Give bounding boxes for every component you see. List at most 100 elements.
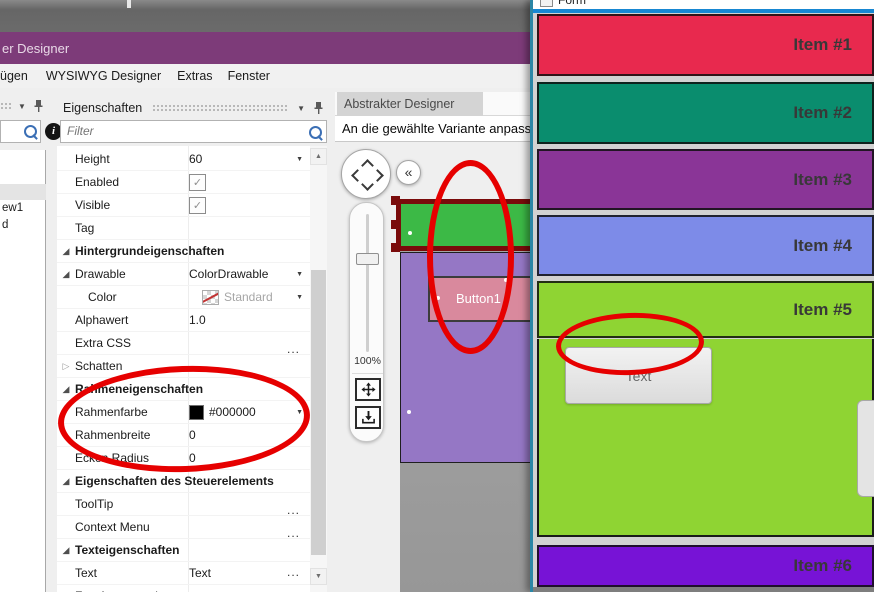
left-panel-search-box[interactable] [0,120,41,143]
section-steuerelement[interactable]: ◢ Eigenschaften des Steuerelements [57,470,310,493]
list-item-3[interactable]: Item #3 [537,149,874,210]
list-item-5-content[interactable]: Text [537,339,874,537]
black-color-swatch[interactable] [189,404,204,420]
window-title: er Designer [2,40,70,56]
menu-item-wysiwyg-designer[interactable]: WYSIWYG Designer [45,69,162,83]
collapsed-icon[interactable]: ▷ [62,360,70,371]
ellipsis-button[interactable]: ... [286,503,300,517]
scroll-down-button[interactable]: ▼ [310,568,327,585]
pan-up-icon[interactable] [361,159,374,172]
import-layout-button[interactable] [355,406,381,429]
selection-handle[interactable] [391,243,400,252]
zoom-slider-thumb[interactable] [356,253,379,265]
selected-green-view[interactable] [396,199,535,251]
pan-down-icon[interactable] [361,178,374,191]
search-icon [24,125,37,138]
anchor-dot [407,410,411,414]
property-row-tag[interactable]: Tag [57,217,310,240]
section-text[interactable]: ◢ Texteigenschaften [57,539,310,562]
transparent-color-swatch[interactable] [202,289,219,305]
property-row-extra-css[interactable]: Extra CSS ... [57,332,310,356]
list-item-4[interactable]: Item #4 [537,215,874,276]
checkbox-checked[interactable]: ✓ [189,196,206,214]
scroll-up-button[interactable]: ▲ [310,148,327,165]
selection-handle[interactable] [391,220,400,229]
collapse-panel-button[interactable]: « [396,160,421,185]
preview-body: Item #1 Item #2 Item #3 Item #4 Item #5 … [533,13,874,592]
property-row-height[interactable]: Height 60 ▼ [57,148,310,171]
section-hintergrund[interactable]: ◢ Hintergrundeigenschaften [57,240,310,263]
preview-titlebar[interactable]: Form [533,0,874,9]
variant-selector[interactable]: An die gewählte Variante anpassen [335,116,546,142]
dropdown-arrow-icon[interactable]: ▼ [296,293,303,301]
property-row-color[interactable]: Color Standard ▼ [57,286,310,309]
section-rahmen[interactable]: ◢ Rahmeneigenschaften [57,378,310,401]
pan-right-icon[interactable] [371,169,384,182]
scrollbar-thumb[interactable] [311,270,326,555]
property-rows: Height 60 ▼ Enabled ✓ Visible ✓ Tag ◢ Hin [57,148,310,592]
menu-item-fenster[interactable]: Fenster [227,69,270,83]
expanded-icon[interactable]: ◢ [62,268,70,279]
pink-button-view[interactable]: Button1 [428,276,535,322]
preview-window-border [530,0,533,592]
property-row-ecken-radius[interactable]: Ecken Radius 0 [57,447,310,470]
property-grid-scrollbar[interactable]: ▲ ▼ [310,146,327,592]
fit-to-screen-button[interactable] [355,378,381,401]
list-item-6[interactable]: Item #6 [537,545,874,587]
tree-item[interactable]: d [2,219,9,231]
dropdown-arrow-icon[interactable]: ▼ [296,408,303,416]
property-row-text[interactable]: Text Text... [57,562,310,585]
tab-abstrakter-designer[interactable]: Abstrakter Designer [337,92,483,116]
filter-input[interactable] [65,123,299,139]
pink-button-label: Button1 [456,291,501,306]
property-row-tooltip[interactable]: ToolTip ... [57,493,310,517]
zoom-slider-track[interactable] [366,214,369,352]
property-row-schatten[interactable]: ▷ Schatten [57,355,310,378]
ellipsis-button[interactable]: ... [286,342,300,356]
property-row-visible[interactable]: Visible ✓ [57,194,310,217]
list-item-2[interactable]: Item #2 [537,82,874,144]
property-row-alphawert[interactable]: Alphawert 1.0 [57,309,310,332]
search-icon [309,126,322,139]
eigenschaften-drag-dots [152,104,290,112]
text-button[interactable]: Text [565,347,712,404]
grid-column-divider [188,146,189,592]
panel-menu-icon[interactable]: ▼ [297,103,305,113]
zoom-toolbar: 100% [349,202,384,442]
text-button-label: Text [625,367,652,384]
pan-control[interactable] [341,149,391,199]
tree-item[interactable]: ew1 [2,202,24,214]
download-tray-icon [361,410,375,424]
preview-bottom-strip [533,587,874,592]
partial-button-right[interactable] [857,400,874,497]
expanded-icon[interactable]: ◢ [62,383,70,394]
property-row-context-menu[interactable]: Context Menu ... [57,516,310,540]
list-item-5[interactable]: Item #5 [537,281,874,338]
property-row-enabled[interactable]: Enabled ✓ [57,171,310,194]
selection-handle[interactable] [391,196,400,205]
dropdown-arrow-icon[interactable]: ▼ [296,270,303,278]
ellipsis-button[interactable]: ... [286,565,300,579]
left-panel-menu-icon[interactable]: ▼ [18,102,26,111]
property-row-drawable[interactable]: ◢ Drawable ColorDrawable ▼ [57,263,310,286]
ellipsis-button[interactable]: ... [286,526,300,540]
pan-left-icon[interactable] [351,169,364,182]
menu-item-extras[interactable]: Extras [177,69,213,83]
expanded-icon[interactable]: ◢ [62,475,70,486]
designer-tabbar: Abstrakter Designer [335,92,535,116]
eigenschaften-header[interactable]: Eigenschaften ▼ [57,96,330,120]
info-icon[interactable]: i [45,123,62,140]
expanded-icon[interactable]: ◢ [62,245,70,256]
expanded-icon[interactable]: ◢ [62,544,70,555]
checkbox-checked[interactable]: ✓ [189,173,206,191]
menu-item-partial[interactable]: ügen [0,69,28,83]
property-row-rahmenfarbe[interactable]: Rahmenfarbe #000000 ▼ [57,401,310,424]
pin-icon[interactable] [33,99,44,113]
pin-icon[interactable] [313,101,324,115]
tree-selected-row[interactable] [0,184,46,200]
property-row-rahmenbreite[interactable]: Rahmenbreite 0 [57,424,310,447]
property-row-fontawesome[interactable]: FontAwesome Ic ... [57,585,310,592]
dropdown-arrow-icon[interactable]: ▼ [296,155,303,163]
anchor-dot [408,231,412,235]
list-item-1[interactable]: Item #1 [537,14,874,76]
